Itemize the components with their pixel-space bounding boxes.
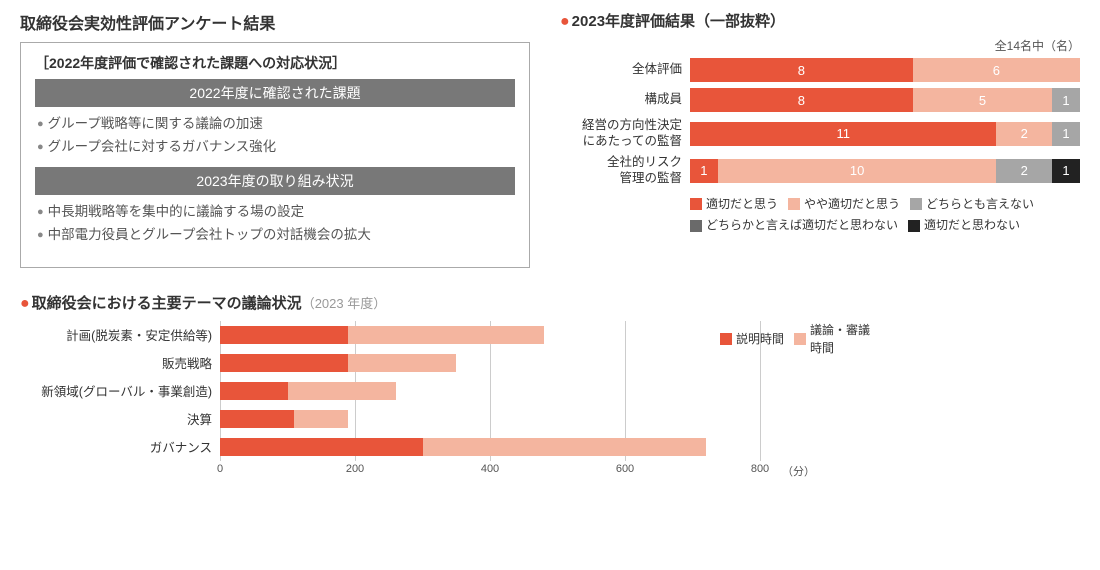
stacked-row: 構成員851: [560, 88, 1080, 112]
stacked-segment: 2: [996, 159, 1052, 183]
stacked-segment: 5: [913, 88, 1052, 112]
discussion-legend: 説明時間議論・審議時間: [720, 321, 880, 357]
stacked-row: 経営の方向性決定にあたっての監督1121: [560, 118, 1080, 149]
stacked-segment: 10: [718, 159, 997, 183]
discussion-title: ●取締役会における主要テーマの議論状況（2023 年度）: [20, 292, 1080, 313]
discussion-plot: 0200400600800（分） 説明時間議論・審議時間: [220, 321, 760, 483]
issue-item: 中長期戦略等を集中的に議論する場の設定: [37, 201, 515, 224]
legend-item: どちらとも言えない: [910, 195, 1034, 214]
discussion-segment: [288, 382, 396, 400]
legend-item: やや適切だと思う: [788, 195, 900, 214]
discussion-row-label: 販売戦略: [20, 349, 220, 377]
band-2023: 2023年度の取り組み状況: [35, 167, 515, 195]
stacked-bar-chart: 全体評価86構成員851経営の方向性決定にあたっての監督1121全社的リスク管理…: [560, 58, 1080, 187]
stacked-segment: 1: [1052, 159, 1080, 183]
x-unit: （分）: [782, 463, 815, 479]
discussion-labels: 計画(脱炭素・安定供給等)販売戦略新領域(グローバル・事業創造)決算ガバナンス: [20, 321, 220, 483]
discussion-row-label: ガバナンス: [20, 433, 220, 461]
legend-item: 説明時間: [720, 330, 784, 348]
discussion-segment: [220, 410, 294, 428]
discussion-row: [220, 405, 760, 433]
x-tick: 200: [346, 463, 364, 475]
discussion-segment: [220, 354, 348, 372]
discussion-segment: [423, 438, 707, 456]
stacked-segment: 1: [1052, 122, 1080, 146]
stacked-row: 全社的リスク管理の監督11021: [560, 155, 1080, 186]
discussion-row: [220, 377, 760, 405]
legend-item: 適切だと思う: [690, 195, 778, 214]
legend-swatch: [794, 333, 806, 345]
issue-item: 中部電力役員とグループ会社トップの対話機会の拡大: [37, 224, 515, 247]
discussion-segment: [220, 326, 348, 344]
x-tick: 800: [751, 463, 769, 475]
legend-item: 適切だと思わない: [908, 216, 1020, 235]
stacked-row-label: 全体評価: [560, 62, 690, 78]
stacked-legend: 適切だと思うやや適切だと思うどちらとも言えないどちらかと言えば適切だと思わない適…: [560, 195, 1080, 239]
discussion-row: [220, 433, 760, 461]
discussion-segment: [348, 354, 456, 372]
main-title: 取締役会実効性評価アンケート結果: [20, 10, 530, 34]
issue-box-head: ［2022年度評価で確認された課題への対応状況］: [35, 53, 515, 73]
discussion-segment: [220, 382, 288, 400]
issue-box: ［2022年度評価で確認された課題への対応状況］ 2022年度に確認された課題 …: [20, 42, 530, 268]
x-tick: 400: [481, 463, 499, 475]
legend-swatch: [690, 198, 702, 210]
stacked-bar: 86: [690, 58, 1080, 82]
discussion-row: [220, 349, 760, 377]
discussion-row-label: 決算: [20, 405, 220, 433]
stacked-row: 全体評価86: [560, 58, 1080, 82]
discussion-row: [220, 321, 760, 349]
stacked-segment: 1: [690, 159, 718, 183]
legend-swatch: [910, 198, 922, 210]
x-tick: 0: [217, 463, 223, 475]
legend-item: 議論・審議時間: [794, 321, 870, 357]
stacked-row-label: 経営の方向性決定にあたっての監督: [560, 118, 690, 149]
stacked-segment: 8: [690, 88, 913, 112]
stacked-row-label: 全社的リスク管理の監督: [560, 155, 690, 186]
stacked-row-label: 構成員: [560, 92, 690, 108]
stacked-bar: 851: [690, 88, 1080, 112]
legend-swatch: [788, 198, 800, 210]
discussion-row-label: 新領域(グローバル・事業創造): [20, 377, 220, 405]
legend-swatch: [690, 220, 702, 232]
x-tick: 600: [616, 463, 634, 475]
issue-list-2023: 中長期戦略等を集中的に議論する場の設定中部電力役員とグループ会社トップの対話機会…: [37, 201, 515, 247]
band-2022: 2022年度に確認された課題: [35, 79, 515, 107]
stacked-segment: 2: [996, 122, 1052, 146]
discussion-row-label: 計画(脱炭素・安定供給等): [20, 321, 220, 349]
legend-swatch: [908, 220, 920, 232]
issue-item: グループ戦略等に関する議論の加速: [37, 113, 515, 136]
issue-item: グループ会社に対するガバナンス強化: [37, 136, 515, 159]
stacked-segment: 11: [690, 122, 996, 146]
discussion-segment: [348, 326, 544, 344]
discussion-segment: [220, 438, 423, 456]
stacked-segment: 1: [1052, 88, 1080, 112]
stacked-segment: 8: [690, 58, 913, 82]
eval-note: 全14名中（名）: [560, 37, 1080, 54]
stacked-bar: 11021: [690, 159, 1080, 183]
legend-item: どちらかと言えば適切だと思わない: [690, 216, 898, 235]
eval-title: ●2023年度評価結果（一部抜粋）: [560, 10, 1080, 31]
issue-list-2022: グループ戦略等に関する議論の加速グループ会社に対するガバナンス強化: [37, 113, 515, 159]
stacked-bar: 1121: [690, 122, 1080, 146]
legend-swatch: [720, 333, 732, 345]
discussion-segment: [294, 410, 348, 428]
stacked-segment: 6: [913, 58, 1080, 82]
